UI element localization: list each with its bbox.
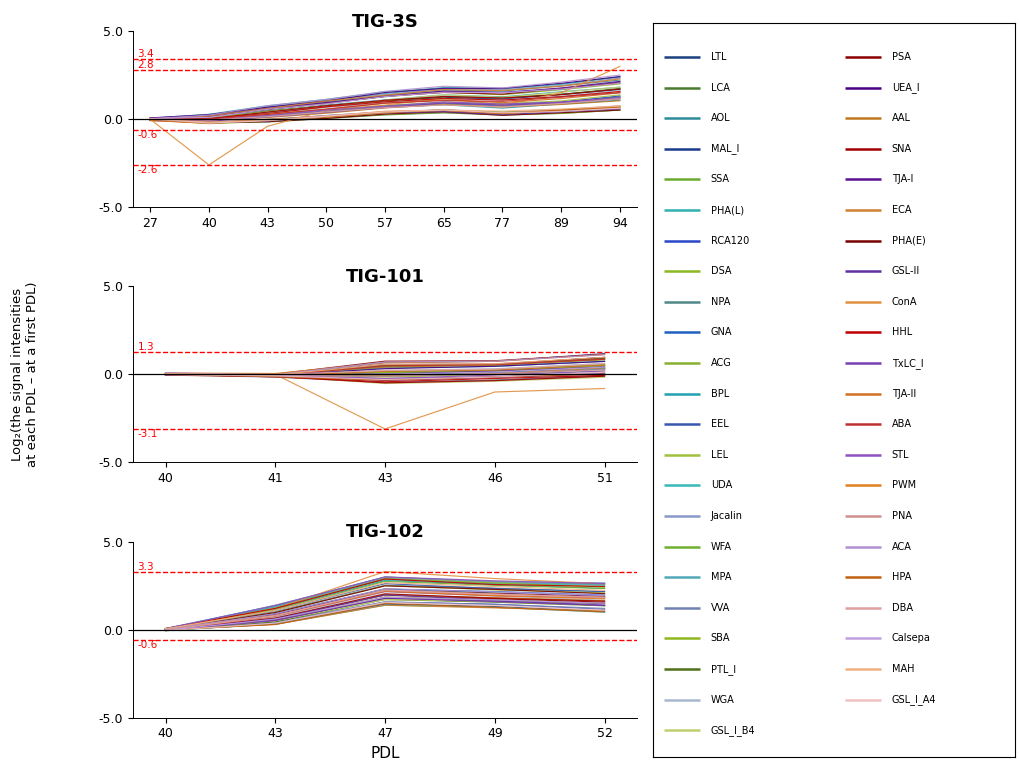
Text: VVA: VVA	[710, 603, 730, 613]
Title: TIG-102: TIG-102	[345, 523, 424, 541]
Text: HPA: HPA	[891, 573, 910, 583]
Text: 2.8: 2.8	[138, 60, 154, 70]
Text: PHA(E): PHA(E)	[891, 236, 924, 246]
Text: EEL: EEL	[710, 420, 728, 429]
Text: ACA: ACA	[891, 541, 911, 551]
Text: BPL: BPL	[710, 388, 729, 399]
Text: WGA: WGA	[710, 695, 734, 704]
Text: AOL: AOL	[710, 113, 730, 123]
Title: TIG-3S: TIG-3S	[352, 13, 418, 31]
Text: TJA-II: TJA-II	[891, 388, 915, 399]
Text: SNA: SNA	[891, 144, 911, 154]
Text: GSL_I_B4: GSL_I_B4	[710, 725, 755, 736]
Text: SSA: SSA	[710, 175, 729, 184]
X-axis label: PDL: PDL	[370, 746, 399, 760]
Text: -0.6: -0.6	[138, 129, 158, 140]
Text: AAL: AAL	[891, 113, 910, 123]
Text: GSL-II: GSL-II	[891, 266, 919, 276]
Text: 3.3: 3.3	[138, 562, 154, 572]
Text: RCA120: RCA120	[710, 236, 748, 246]
Title: TIG-101: TIG-101	[345, 268, 424, 286]
Text: ABA: ABA	[891, 420, 911, 429]
Text: UDA: UDA	[710, 480, 732, 491]
Text: WFA: WFA	[710, 541, 731, 551]
Text: GNA: GNA	[710, 328, 732, 338]
Text: Calsepa: Calsepa	[891, 633, 929, 643]
Text: ECA: ECA	[891, 205, 910, 215]
Text: 1.3: 1.3	[138, 342, 154, 352]
Text: HHL: HHL	[891, 328, 911, 338]
Text: Log₂(the signal intensities
at each PDL – at a first PDL): Log₂(the signal intensities at each PDL …	[11, 282, 40, 467]
Text: TJA-I: TJA-I	[891, 175, 912, 184]
Text: TxLC_I: TxLC_I	[891, 357, 922, 368]
Text: -3.1: -3.1	[138, 429, 158, 439]
Text: MAH: MAH	[891, 664, 913, 674]
Text: PNA: PNA	[891, 511, 911, 521]
Text: DSA: DSA	[710, 266, 731, 276]
Text: PSA: PSA	[891, 52, 910, 62]
Text: DBA: DBA	[891, 603, 912, 613]
Text: ACG: ACG	[710, 358, 731, 368]
Text: 3.4: 3.4	[138, 49, 154, 59]
Text: -2.6: -2.6	[138, 165, 158, 175]
Text: STL: STL	[891, 450, 908, 460]
Text: Jacalin: Jacalin	[710, 511, 742, 521]
Text: GSL_I_A4: GSL_I_A4	[891, 694, 935, 705]
Text: LCA: LCA	[710, 83, 729, 93]
Text: NPA: NPA	[710, 297, 730, 307]
Text: LEL: LEL	[710, 450, 728, 460]
Text: UEA_I: UEA_I	[891, 82, 918, 93]
Text: MPA: MPA	[710, 573, 731, 583]
Text: PHA(L): PHA(L)	[710, 205, 743, 215]
Text: PTL_I: PTL_I	[710, 664, 735, 675]
Text: ConA: ConA	[891, 297, 916, 307]
Text: SBA: SBA	[710, 633, 730, 643]
Text: MAL_I: MAL_I	[710, 144, 739, 154]
Text: LTL: LTL	[710, 52, 726, 62]
Text: -0.6: -0.6	[138, 640, 158, 651]
Text: PWM: PWM	[891, 480, 915, 491]
